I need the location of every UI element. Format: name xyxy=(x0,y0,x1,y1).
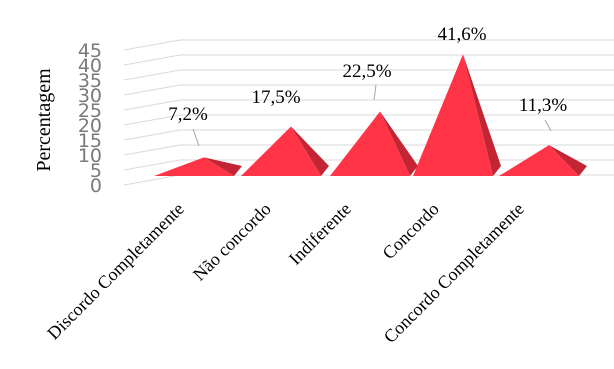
gridline-diag-25 xyxy=(123,99,181,111)
pyramid-side-face xyxy=(204,157,242,176)
category-label-4: Concordo Completamente xyxy=(380,199,528,347)
data-label-1: 17,5% xyxy=(251,87,300,108)
category-label-0: Discordo Completamente xyxy=(43,199,188,344)
pyramid-side-face xyxy=(380,111,418,176)
pyramid-bar-4 xyxy=(499,145,587,176)
data-labels: 7,2% 17,5% 22,5% 41,6% 11,3% xyxy=(168,24,568,147)
data-label-2: 22,5% xyxy=(342,61,391,82)
pyramid-front-face xyxy=(154,157,234,176)
y-tick-5: 5 xyxy=(90,160,102,182)
y-tick-25: 25 xyxy=(78,100,102,122)
pyramid-side-face xyxy=(549,145,587,176)
category-label-3: Concordo xyxy=(378,199,442,263)
leader-line-0 xyxy=(192,128,200,147)
y-tick-45: 45 xyxy=(78,40,102,62)
y-tick-15: 15 xyxy=(78,130,102,152)
pyramid-bar-2 xyxy=(330,111,418,176)
gridline-diag-15 xyxy=(123,129,181,141)
gridline-diag-40 xyxy=(123,54,181,66)
y-tick-10: 10 xyxy=(78,145,102,167)
pyramid-front-face xyxy=(330,111,410,176)
gridline-diag-30 xyxy=(123,84,181,96)
gridline-diag-45 xyxy=(123,39,181,51)
y-axis-title: Percentagem xyxy=(33,68,55,172)
category-label-2: Indiferente xyxy=(285,199,355,269)
pyramid-bars xyxy=(154,54,587,177)
pyramid-bar-1 xyxy=(241,126,329,176)
category-label-1: Não concordo xyxy=(189,199,275,285)
data-label-0: 7,2% xyxy=(168,104,208,125)
pyramid-bar-3 xyxy=(413,54,501,177)
gridline-diag-0 xyxy=(123,174,181,186)
pyramid-bar-0 xyxy=(154,157,242,176)
data-label-4: 11,3% xyxy=(519,95,568,116)
y-tick-40: 40 xyxy=(78,55,102,77)
pyramid-front-face xyxy=(413,54,493,177)
gridline-diag-5 xyxy=(123,159,181,171)
pyramid-front-face xyxy=(499,145,579,176)
leader-line-4 xyxy=(544,119,552,132)
gridline-diag-20 xyxy=(123,114,181,126)
gridline-diag-35 xyxy=(123,69,181,81)
y-tick-35: 35 xyxy=(78,70,102,92)
pyramid-side-face xyxy=(463,54,501,177)
data-label-3: 41,6% xyxy=(437,24,486,45)
y-tick-30: 30 xyxy=(78,85,102,107)
gridline-diag-10 xyxy=(123,144,181,156)
leader-line-2 xyxy=(373,84,377,101)
category-labels: Discordo Completamente Não concordo Indife… xyxy=(43,199,528,347)
y-tick-20: 20 xyxy=(78,115,102,137)
y-tick-0: 0 xyxy=(90,175,102,197)
pyramid-side-face xyxy=(291,126,329,176)
pyramid-front-face xyxy=(241,126,321,176)
